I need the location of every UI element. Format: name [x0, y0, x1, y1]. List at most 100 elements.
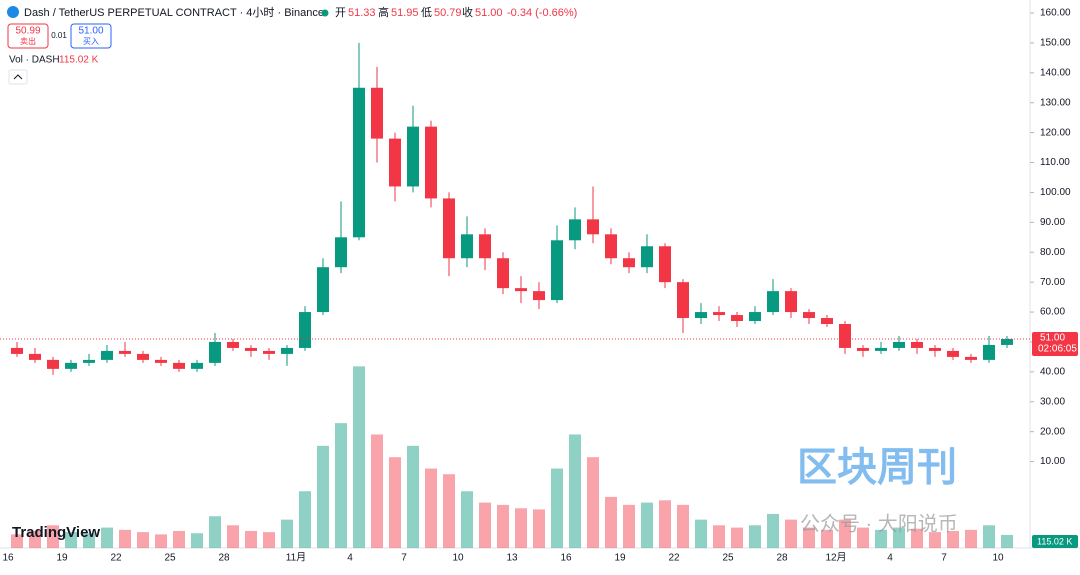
y-tick-label: 100.00: [1040, 187, 1071, 198]
y-tick-label: 80.00: [1040, 247, 1065, 258]
candle-body: [371, 87, 383, 139]
volume-bar: [929, 532, 941, 548]
candle-body: [101, 350, 113, 360]
volume-bar: [821, 529, 833, 548]
y-tick-label: 160.00: [1040, 8, 1071, 19]
x-tick-label: 4: [347, 553, 353, 564]
ohlc-label: 收: [462, 5, 473, 19]
volume-bar: [587, 457, 599, 548]
volume-bar: [569, 434, 581, 548]
y-tick-label: 10.00: [1040, 456, 1065, 467]
candle-body: [11, 347, 23, 354]
volume-bar: [479, 502, 491, 548]
buy-button[interactable]: [70, 23, 112, 49]
x-tick-label: 7: [401, 553, 407, 564]
vol-value: 115.02 K: [59, 55, 99, 66]
volume-bar: [173, 530, 185, 548]
y-tick-label: 110.00: [1040, 157, 1070, 168]
volume-bar: [641, 502, 653, 548]
candle-body: [983, 344, 995, 360]
sell-button[interactable]: [7, 23, 49, 49]
volume-bar: [659, 500, 671, 548]
volume-bar: [443, 474, 455, 548]
volume-bar: [749, 525, 761, 548]
collapse-icon: [13, 74, 23, 80]
candle-body: [83, 359, 95, 363]
candle-body: [443, 198, 455, 259]
candle-body: [47, 359, 59, 369]
volume-bar: [227, 525, 239, 548]
buy-price: 51.00: [78, 26, 103, 37]
y-tick-label: 70.00: [1040, 277, 1065, 288]
volume-bar: [335, 423, 347, 548]
volume-bar: [839, 519, 851, 548]
buy-label: 买入: [83, 37, 99, 46]
volume-bar: [911, 528, 923, 548]
y-tick-label: 90.00: [1040, 217, 1065, 228]
y-tick-label: 40.00: [1040, 367, 1065, 378]
volume-bar: [389, 457, 401, 548]
candle-body: [677, 282, 689, 319]
volume-bar: [191, 533, 203, 548]
volume-bar: [65, 532, 77, 548]
watermark-title: 区块周刊: [797, 446, 957, 490]
volume-bar: [119, 529, 131, 548]
candle-body: [119, 350, 131, 354]
candle-body: [317, 267, 329, 313]
candle-body: [749, 312, 761, 322]
x-tick-label: 10: [452, 553, 464, 564]
volume-bar: [983, 525, 995, 548]
volume-bar: [299, 491, 311, 548]
ohlc-value: 51.33: [348, 7, 376, 19]
collapse-button[interactable]: [8, 69, 28, 85]
candle-body: [875, 347, 887, 351]
symbol: Dash / TetherUS PERPETUAL CONTRACT · 4小时…: [24, 6, 324, 19]
candle-body: [551, 240, 563, 301]
x-tick-label: 19: [614, 553, 626, 564]
candle-body: [497, 258, 509, 289]
vol-title: Vol · DASH: [9, 55, 60, 66]
y-tick-label: 20.00: [1040, 426, 1065, 437]
y-tick-label: 130.00: [1040, 97, 1071, 108]
volume-bar: [83, 533, 95, 548]
change: -0.34 (-0.66%): [507, 7, 577, 19]
spread: 0.01: [51, 31, 67, 40]
candle-body: [479, 234, 491, 259]
candle-body: [29, 353, 41, 360]
last-price-tag: [1032, 331, 1078, 356]
candle-body: [407, 126, 419, 187]
candle-body: [911, 341, 923, 348]
candle-body: [281, 347, 293, 354]
last-price-label: 51.00: [1040, 333, 1065, 344]
y-tick-label: 120.00: [1040, 127, 1071, 138]
volume-bar: [407, 445, 419, 548]
candle-body: [461, 234, 473, 259]
volume-bar: [893, 527, 905, 548]
candle-body: [767, 291, 779, 313]
candle-body: [299, 312, 311, 348]
candle-body: [533, 291, 545, 301]
candle-body: [353, 87, 365, 238]
x-tick-label: 25: [164, 553, 176, 564]
candle-body: [821, 318, 833, 325]
volume-bar: [263, 532, 275, 548]
volume-bar: [767, 513, 779, 548]
candle-body: [785, 291, 797, 313]
countdown: 02:06:05: [1038, 344, 1077, 355]
volume-bar: [947, 530, 959, 548]
candle-body: [587, 219, 599, 235]
volume-bar: [353, 366, 365, 548]
volume-bar: [461, 491, 473, 548]
status-dot: [321, 9, 329, 17]
ohlc-value: 51.95: [391, 7, 419, 19]
candle-body: [641, 246, 653, 268]
candle-body: [803, 312, 815, 319]
candle-body: [173, 362, 185, 369]
candle-body: [425, 126, 437, 199]
volume-bar: [515, 508, 527, 548]
watermark-sub: 公众号 · 大阳说币: [800, 512, 958, 535]
volume-bar: [1001, 534, 1013, 548]
x-tick-label: 4: [887, 553, 893, 564]
ohlc-label: 低: [421, 6, 432, 19]
